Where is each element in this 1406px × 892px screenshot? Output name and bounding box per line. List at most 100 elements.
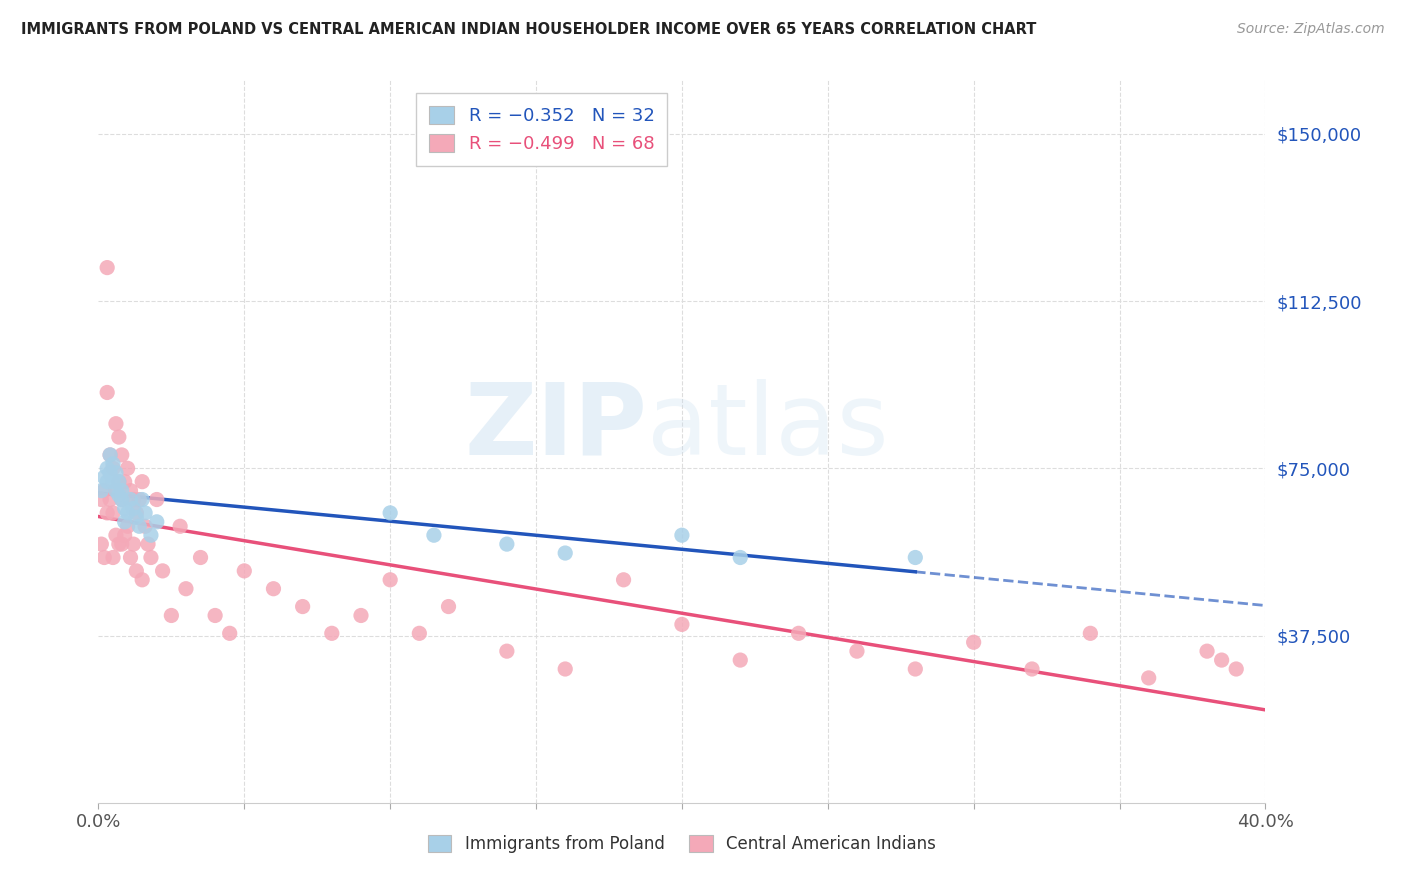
Point [671, 617, 693, 632]
Point [98, 492, 121, 507]
Point [98, 448, 121, 462]
Point [122, 492, 145, 507]
Point [93, 470, 115, 484]
Point [174, 582, 197, 596]
Point [139, 528, 162, 542]
Point [554, 662, 576, 676]
Point [104, 417, 127, 431]
Point [131, 492, 153, 507]
Point [146, 492, 169, 507]
Point [122, 537, 145, 551]
Point [233, 564, 256, 578]
Point [160, 608, 183, 623]
Point [218, 626, 240, 640]
Point [612, 573, 634, 587]
Point [93, 483, 115, 498]
Point [1211, 653, 1233, 667]
Point [120, 492, 142, 507]
Point [120, 483, 142, 498]
Point [104, 483, 127, 498]
Point [128, 519, 150, 533]
Point [117, 506, 139, 520]
Point [104, 528, 127, 542]
Point [962, 635, 984, 649]
Point [98, 466, 121, 480]
Point [108, 475, 131, 489]
Point [108, 488, 131, 502]
Point [111, 492, 134, 507]
Point [104, 466, 127, 480]
Point [128, 492, 150, 507]
Point [96, 506, 118, 520]
Point [146, 515, 169, 529]
Point [125, 510, 148, 524]
Point [108, 430, 131, 444]
Point [93, 550, 115, 565]
Text: ZIP: ZIP [464, 378, 647, 475]
Point [101, 461, 124, 475]
Point [120, 550, 142, 565]
Text: IMMIGRANTS FROM POLAND VS CENTRAL AMERICAN INDIAN HOUSEHOLDER INCOME OVER 65 YEA: IMMIGRANTS FROM POLAND VS CENTRAL AMERIC… [21, 22, 1036, 37]
Point [496, 644, 519, 658]
Point [114, 528, 136, 542]
Point [1080, 626, 1102, 640]
Text: atlas: atlas [647, 378, 889, 475]
Point [101, 506, 124, 520]
Point [190, 550, 212, 565]
Point [846, 644, 869, 658]
Point [380, 506, 402, 520]
Text: Source: ZipAtlas.com: Source: ZipAtlas.com [1237, 22, 1385, 37]
Point [1021, 662, 1043, 676]
Point [139, 550, 162, 565]
Point [117, 461, 139, 475]
Point [122, 501, 145, 516]
Point [108, 537, 131, 551]
Point [96, 461, 118, 475]
Point [169, 519, 191, 533]
Point [98, 448, 121, 462]
Point [96, 475, 118, 489]
Point [554, 546, 576, 560]
Point [134, 519, 156, 533]
Point [904, 550, 927, 565]
Point [96, 385, 118, 400]
Point [111, 537, 134, 551]
Point [380, 573, 402, 587]
Point [730, 653, 752, 667]
Legend: Immigrants from Poland, Central American Indians: Immigrants from Poland, Central American… [422, 828, 942, 860]
Point [321, 626, 343, 640]
Point [730, 550, 752, 565]
Point [131, 573, 153, 587]
Point [117, 519, 139, 533]
Point [125, 506, 148, 520]
Point [101, 457, 124, 471]
Point [114, 515, 136, 529]
Point [104, 483, 127, 498]
Point [152, 564, 174, 578]
Point [90, 537, 112, 551]
Point [437, 599, 460, 614]
Point [111, 492, 134, 507]
Point [904, 662, 927, 676]
Point [1195, 644, 1218, 658]
Point [96, 260, 118, 275]
Point [423, 528, 446, 542]
Point [108, 475, 131, 489]
Point [671, 528, 693, 542]
Point [90, 483, 112, 498]
Point [111, 483, 134, 498]
Point [291, 599, 314, 614]
Point [408, 626, 430, 640]
Point [114, 475, 136, 489]
Point [204, 608, 226, 623]
Point [114, 501, 136, 516]
Point [101, 550, 124, 565]
Point [111, 448, 134, 462]
Point [90, 492, 112, 507]
Point [101, 475, 124, 489]
Point [125, 564, 148, 578]
Point [131, 475, 153, 489]
Point [262, 582, 284, 596]
Point [136, 537, 159, 551]
Point [1137, 671, 1160, 685]
